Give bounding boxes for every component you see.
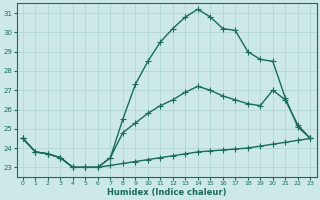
X-axis label: Humidex (Indice chaleur): Humidex (Indice chaleur): [107, 188, 226, 197]
